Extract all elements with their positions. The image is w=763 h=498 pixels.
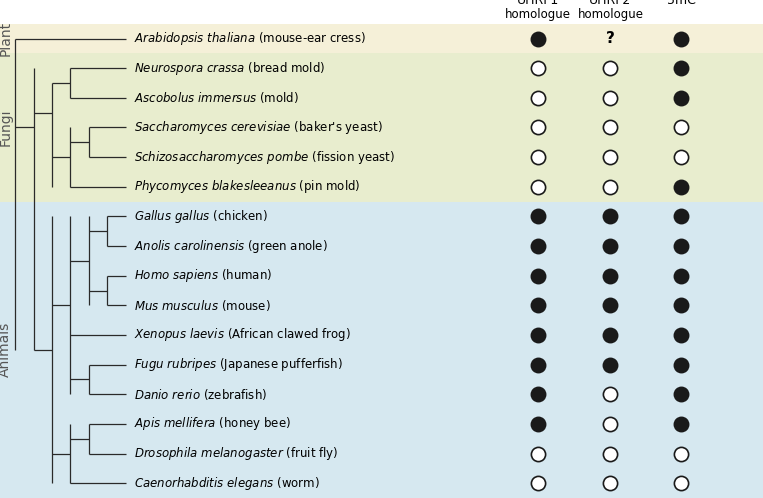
Point xyxy=(675,124,687,131)
Point xyxy=(604,213,617,221)
Point xyxy=(604,301,617,309)
Point xyxy=(532,272,544,280)
Point xyxy=(604,479,617,487)
Point xyxy=(675,450,687,458)
Text: $\it{Phycomyces\ blakesleeanus}$ (pin mold): $\it{Phycomyces\ blakesleeanus}$ (pin mo… xyxy=(134,178,360,195)
Point xyxy=(604,94,617,102)
Point xyxy=(532,301,544,309)
Point xyxy=(604,124,617,131)
Point xyxy=(604,242,617,250)
Point xyxy=(532,420,544,428)
Text: homologue: homologue xyxy=(578,8,643,21)
Point xyxy=(532,34,544,42)
Text: $\it{Drosophila\ melanogaster}$ (fruit fly): $\it{Drosophila\ melanogaster}$ (fruit f… xyxy=(134,445,338,462)
Text: Fungi: Fungi xyxy=(0,109,12,146)
FancyBboxPatch shape xyxy=(0,202,763,498)
Point xyxy=(675,34,687,42)
Point xyxy=(675,479,687,487)
Text: homologue: homologue xyxy=(505,8,571,21)
Text: ?: ? xyxy=(606,31,615,46)
Text: $\it{Neurospora\ crassa}$ (bread mold): $\it{Neurospora\ crassa}$ (bread mold) xyxy=(134,60,325,77)
Point xyxy=(675,242,687,250)
Text: $\it{Gallus\ gallus}$ (chicken): $\it{Gallus\ gallus}$ (chicken) xyxy=(134,208,268,225)
Point xyxy=(532,450,544,458)
Text: $\it{Saccharomyces\ cerevisiae}$ (baker's yeast): $\it{Saccharomyces\ cerevisiae}$ (baker'… xyxy=(134,119,382,136)
Point xyxy=(675,361,687,369)
Point xyxy=(604,450,617,458)
Text: $\it{Apis\ mellifera}$ (honey bee): $\it{Apis\ mellifera}$ (honey bee) xyxy=(134,415,291,432)
Point xyxy=(532,242,544,250)
Text: $\it{Homo\ sapiens}$ (human): $\it{Homo\ sapiens}$ (human) xyxy=(134,267,272,284)
Text: UHRF2: UHRF2 xyxy=(589,0,632,7)
Point xyxy=(675,390,687,398)
FancyBboxPatch shape xyxy=(0,53,763,202)
Point xyxy=(604,64,617,72)
Point xyxy=(532,390,544,398)
Point xyxy=(532,64,544,72)
FancyBboxPatch shape xyxy=(0,24,763,53)
Point xyxy=(604,361,617,369)
Point xyxy=(675,183,687,191)
Point xyxy=(604,153,617,161)
Point xyxy=(532,361,544,369)
Point xyxy=(532,94,544,102)
Point xyxy=(604,331,617,339)
Text: $\it{Xenopus\ laevis}$ (African clawed frog): $\it{Xenopus\ laevis}$ (African clawed f… xyxy=(134,327,350,344)
Text: $\it{Schizosaccharomyces\ pombe}$ (fission yeast): $\it{Schizosaccharomyces\ pombe}$ (fissi… xyxy=(134,148,394,166)
Text: Animals: Animals xyxy=(0,322,12,377)
Text: UHRF1: UHRF1 xyxy=(517,0,559,7)
Text: $\it{Danio\ rerio}$ (zebrafish): $\it{Danio\ rerio}$ (zebrafish) xyxy=(134,387,266,402)
Text: $\it{Caenorhabditis\ elegans}$ (worm): $\it{Caenorhabditis\ elegans}$ (worm) xyxy=(134,475,319,492)
Point xyxy=(675,272,687,280)
Point xyxy=(675,301,687,309)
Point xyxy=(532,183,544,191)
Point xyxy=(675,213,687,221)
Point xyxy=(604,420,617,428)
Text: Plant: Plant xyxy=(0,21,12,56)
Text: $\it{Mus\ musculus}$ (mouse): $\it{Mus\ musculus}$ (mouse) xyxy=(134,298,270,313)
Point xyxy=(532,213,544,221)
Point xyxy=(604,390,617,398)
Point xyxy=(675,64,687,72)
Point xyxy=(532,479,544,487)
Text: 5mC: 5mC xyxy=(667,0,696,7)
Text: $\it{Ascobolus\ immersus}$ (mold): $\it{Ascobolus\ immersus}$ (mold) xyxy=(134,90,298,105)
Point xyxy=(675,331,687,339)
Point xyxy=(604,272,617,280)
Point xyxy=(675,94,687,102)
Text: $\it{Arabidopsis\ thaliana}$ (mouse-ear cress): $\it{Arabidopsis\ thaliana}$ (mouse-ear … xyxy=(134,30,365,47)
Text: $\it{Anolis\ carolinensis}$ (green anole): $\it{Anolis\ carolinensis}$ (green anole… xyxy=(134,238,327,254)
Point xyxy=(532,124,544,131)
Point xyxy=(675,153,687,161)
Point xyxy=(532,331,544,339)
Point xyxy=(675,420,687,428)
Point xyxy=(532,153,544,161)
Point xyxy=(604,183,617,191)
Text: $\it{Fugu\ rubripes}$ (Japanese pufferfish): $\it{Fugu\ rubripes}$ (Japanese pufferfi… xyxy=(134,356,343,373)
